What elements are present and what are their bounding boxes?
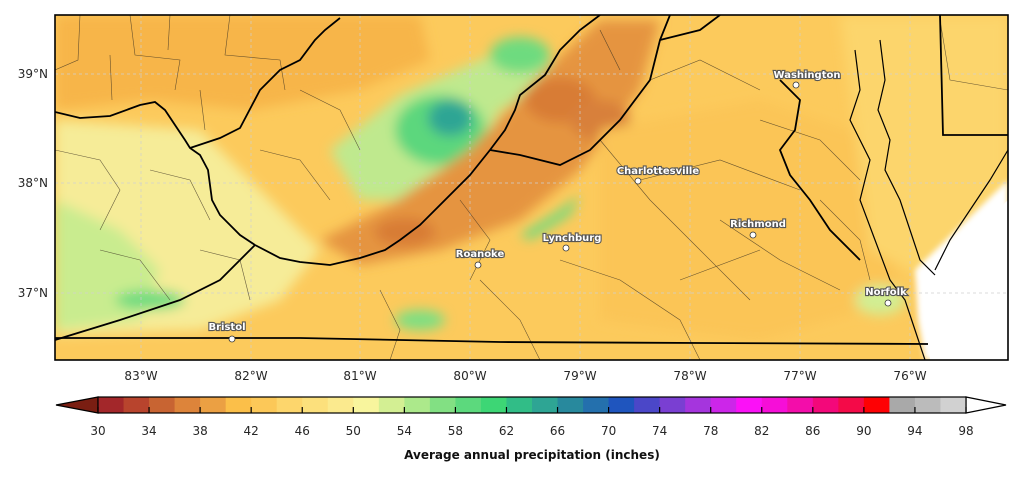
precip-field bbox=[55, 15, 1008, 360]
colorbar-outline bbox=[97, 396, 967, 414]
city-norfolk: Norfolk bbox=[864, 286, 908, 307]
colorbar-tick-label: 70 bbox=[600, 424, 617, 438]
city-dot-icon bbox=[634, 177, 642, 185]
colorbar-segment bbox=[404, 397, 431, 413]
city-dot-icon bbox=[749, 231, 757, 239]
colorbar-tick-label: 46 bbox=[294, 424, 310, 438]
colorbar-segment bbox=[659, 397, 686, 413]
city-richmond: Richmond bbox=[729, 218, 787, 239]
colorbar-segment bbox=[251, 397, 278, 413]
city-label-roanoke: Roanoke bbox=[456, 249, 505, 260]
lon-tick-label: 76°W bbox=[893, 369, 927, 383]
colorbar-segment bbox=[353, 397, 380, 413]
city-label-norfolk: Norfolk bbox=[865, 287, 907, 298]
colorbar-tick-label: 90 bbox=[856, 424, 872, 438]
lon-tick-label: 77°W bbox=[783, 369, 817, 383]
colorbar-tick-label: 98 bbox=[958, 424, 974, 438]
graticule bbox=[55, 15, 1008, 360]
city-label-washington: Washington bbox=[774, 70, 841, 81]
colorbar-segment bbox=[429, 397, 456, 413]
city-label-richmond: Richmond bbox=[730, 219, 786, 230]
colorbar-tick-label: 38 bbox=[192, 424, 208, 438]
colorbar-segment bbox=[123, 397, 150, 413]
colorbar-tick-label: 82 bbox=[754, 424, 770, 438]
city-washington: Washington bbox=[772, 69, 842, 89]
coastline bbox=[849, 39, 1008, 360]
colorbar-segment bbox=[327, 397, 354, 413]
colorbar-tick-label: 86 bbox=[805, 424, 821, 438]
map-frame bbox=[54, 14, 1009, 361]
colorbar-tick-label: 58 bbox=[447, 424, 464, 438]
colorbar bbox=[55, 396, 1007, 414]
colorbar-segment bbox=[736, 397, 763, 413]
city-dot-icon bbox=[474, 261, 482, 269]
colorbar-segment bbox=[378, 397, 405, 413]
colorbar-title: Average annual precipitation (inches) bbox=[404, 448, 660, 462]
city-roanoke: Roanoke bbox=[455, 248, 506, 269]
colorbar-segment bbox=[557, 397, 584, 413]
colorbar-over-extension bbox=[965, 396, 1007, 414]
colorbar-under-extension bbox=[55, 396, 99, 414]
colorbar-segment bbox=[225, 397, 252, 413]
lon-tick-label: 83°W bbox=[124, 369, 158, 383]
colorbar-segment bbox=[276, 397, 303, 413]
lon-tick-label: 82°W bbox=[234, 369, 268, 383]
colorbar-tick-label: 62 bbox=[498, 424, 515, 438]
city-dot-icon bbox=[792, 81, 800, 89]
colorbar-segment bbox=[940, 397, 967, 413]
lat-tick-label: 38°N bbox=[17, 176, 48, 190]
state-borders bbox=[55, 15, 1008, 345]
colorbar-segment bbox=[455, 397, 482, 413]
city-lynchburg: Lynchburg bbox=[542, 232, 602, 252]
colorbar-segment bbox=[302, 397, 329, 413]
colorbar-tick-label: 30 bbox=[90, 424, 106, 438]
colorbar-tick-label: 78 bbox=[703, 424, 719, 438]
colorbar-segment bbox=[838, 397, 865, 413]
colorbar-segment bbox=[761, 397, 788, 413]
city-dot-icon bbox=[884, 299, 892, 307]
colorbar-tick-label: 94 bbox=[907, 424, 923, 438]
colorbar-tick-label: 66 bbox=[549, 424, 566, 438]
colorbar-segment bbox=[506, 397, 533, 413]
colorbar-segment bbox=[583, 397, 610, 413]
colorbar-segment bbox=[200, 397, 227, 413]
colorbar-tick-label: 42 bbox=[243, 424, 259, 438]
colorbar-segment bbox=[863, 397, 890, 413]
city-markers: Washington Charlottesville Richmond Lync… bbox=[207, 69, 908, 343]
colorbar-segment bbox=[98, 397, 125, 413]
lon-tick-label: 81°W bbox=[343, 369, 377, 383]
colorbar-segment bbox=[685, 397, 712, 413]
colorbar-segment bbox=[480, 397, 507, 413]
lon-tick-label: 80°W bbox=[453, 369, 487, 383]
colorbar-segment bbox=[889, 397, 916, 413]
colorbar-tick-label: 74 bbox=[652, 424, 668, 438]
lon-tick-label: 79°W bbox=[563, 369, 597, 383]
colorbar-segment bbox=[634, 397, 661, 413]
lat-tick-label: 39°N bbox=[17, 67, 48, 81]
colorbar-segment bbox=[787, 397, 814, 413]
city-label-charlottesville: Charlottesville bbox=[617, 166, 700, 177]
city-dot-icon bbox=[228, 335, 236, 343]
lat-tick-label: 37°N bbox=[17, 286, 48, 300]
lon-tick-label: 78°W bbox=[673, 369, 707, 383]
city-charlottesville: Charlottesville bbox=[616, 165, 700, 185]
city-label-bristol: Bristol bbox=[208, 322, 245, 333]
colorbar-segment bbox=[608, 397, 635, 413]
colorbar-tick-label: 54 bbox=[396, 424, 412, 438]
colorbar-segment bbox=[149, 397, 176, 413]
city-label-lynchburg: Lynchburg bbox=[543, 233, 602, 244]
colorbar-segment bbox=[914, 397, 941, 413]
city-bristol: Bristol bbox=[207, 321, 247, 343]
county-borders bbox=[55, 15, 1008, 360]
colorbar-segment bbox=[710, 397, 737, 413]
colorbar-tick-label: 34 bbox=[141, 424, 157, 438]
colorbar-tick-label: 50 bbox=[345, 424, 361, 438]
colorbar-segment bbox=[174, 397, 201, 413]
colorbar-segment bbox=[532, 397, 559, 413]
colorbar-segment bbox=[812, 397, 839, 413]
city-dot-icon bbox=[562, 244, 570, 252]
